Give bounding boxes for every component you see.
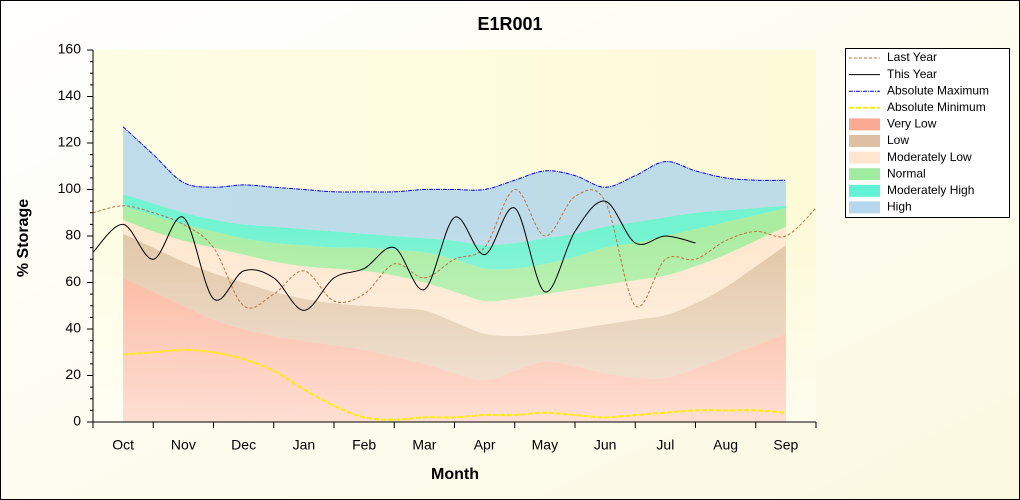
legend-swatch (849, 201, 880, 214)
x-tick-label: Jun (594, 437, 617, 453)
legend-label: Very Low (887, 117, 937, 131)
x-tick-label: Nov (171, 437, 196, 453)
y-tick-label: 80 (65, 227, 81, 243)
y-tick-label: 60 (65, 273, 81, 289)
legend-label: Low (887, 133, 909, 147)
series-line (92, 200, 696, 311)
y-axis-title: % Storage (15, 199, 32, 277)
x-tick-label: Oct (112, 437, 134, 453)
y-tick-label: 160 (58, 41, 82, 57)
x-axis-title: Month (431, 466, 479, 483)
series-line (122, 126, 786, 193)
y-tick-label: 0 (73, 413, 81, 429)
y-tick-label: 140 (58, 87, 82, 103)
legend-label: Moderately Low (887, 150, 972, 164)
legend-swatch (849, 151, 880, 164)
x-tick-label: Mar (412, 437, 436, 453)
legend-swatch (849, 184, 880, 197)
x-tick-label: Apr (474, 437, 496, 453)
x-tick-label: Sep (773, 437, 798, 453)
legend-swatch (849, 168, 880, 181)
x-tick-label: Jul (656, 437, 674, 453)
y-tick-label: 40 (65, 320, 81, 336)
x-tick-label: May (532, 437, 558, 453)
x-tick-label: Dec (231, 437, 256, 453)
x-tick-label: Aug (713, 437, 738, 453)
legend-label: High (887, 200, 912, 214)
legend-label: Absolute Maximum (887, 83, 989, 97)
x-tick-label: Jan (293, 437, 316, 453)
legend-swatch (849, 135, 880, 147)
series-line (123, 348, 786, 421)
y-tick-label: 20 (65, 366, 81, 382)
series-line (92, 189, 817, 309)
chart-title: E1R001 (477, 14, 542, 34)
legend-label: This Year (887, 67, 937, 81)
band-fade (93, 230, 816, 422)
legend-label: Normal (887, 166, 926, 180)
legend-label: Absolute Minimum (887, 100, 986, 114)
legend-label: Moderately High (887, 183, 974, 197)
legend-swatch (849, 118, 880, 131)
x-tick-label: Feb (352, 437, 376, 453)
y-tick-label: 100 (58, 180, 82, 196)
band-area (123, 126, 786, 246)
legend-label: Last Year (887, 50, 937, 64)
y-tick-label: 120 (58, 134, 82, 150)
